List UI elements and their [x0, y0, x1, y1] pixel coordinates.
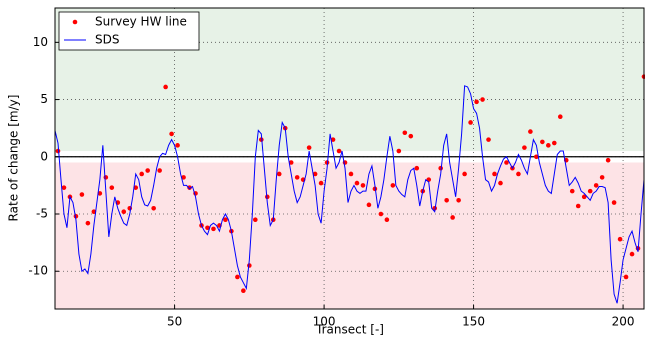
survey-point [569, 188, 575, 194]
survey-point [552, 140, 557, 146]
survey-point [55, 148, 61, 154]
survey-point [456, 197, 461, 203]
survey-point [276, 171, 282, 177]
survey-point [366, 202, 372, 208]
survey-point [617, 236, 623, 242]
legend-marker [72, 19, 78, 25]
survey-point [318, 180, 324, 186]
survey-point [169, 131, 174, 137]
survey-point [468, 120, 473, 125]
survey-point [187, 185, 192, 190]
survey-point [157, 168, 162, 173]
y-tick-label: 5 [40, 92, 48, 106]
shaded-region [55, 162, 644, 309]
survey-point [390, 183, 396, 188]
legend-label: Survey HW line [95, 15, 187, 29]
survey-point [324, 160, 330, 165]
y-axis-label: Rate of change [m/y] [7, 95, 21, 222]
survey-point [486, 137, 491, 142]
survey-point [557, 114, 563, 120]
y-tick-label: -5 [36, 207, 48, 221]
survey-point [611, 200, 617, 205]
survey-point [444, 197, 449, 203]
survey-point [629, 251, 635, 257]
survey-point [85, 220, 91, 226]
survey-point [288, 160, 294, 165]
survey-point [480, 97, 485, 102]
survey-point [534, 154, 539, 160]
survey-point [354, 180, 360, 186]
survey-point [103, 175, 109, 180]
survey-point [235, 274, 240, 280]
survey-point [575, 203, 581, 209]
survey-point [109, 185, 115, 190]
survey-point [462, 171, 467, 177]
survey-point [450, 215, 455, 220]
survey-point [348, 171, 354, 177]
survey-point [330, 137, 336, 142]
survey-point [223, 217, 228, 223]
survey-point [546, 143, 551, 148]
survey-point [336, 148, 342, 154]
survey-point [139, 171, 145, 177]
sds-line [54, 85, 645, 304]
survey-point [312, 171, 318, 177]
y-tick-label: 0 [40, 149, 48, 163]
survey-point [408, 133, 414, 139]
survey-point [61, 185, 67, 190]
survey-point [599, 175, 605, 180]
survey-point [306, 145, 312, 150]
survey-point [605, 157, 611, 163]
survey-point [474, 99, 479, 105]
survey-point [121, 209, 127, 215]
survey-point [528, 129, 533, 134]
survey-point [145, 168, 150, 173]
survey-point [360, 183, 366, 188]
survey-point [151, 205, 156, 211]
survey-point [79, 192, 85, 197]
survey-point [498, 180, 503, 186]
survey-point [211, 226, 216, 232]
survey-point [175, 143, 180, 148]
survey-point [384, 217, 390, 223]
x-tick-label: 50 [167, 315, 182, 329]
survey-point [522, 145, 527, 150]
survey-point [504, 160, 509, 165]
y-tick-label: 10 [33, 35, 48, 49]
survey-point [581, 194, 587, 200]
legend-box [58, 11, 200, 51]
x-tick-label: 150 [462, 315, 485, 329]
survey-point [492, 171, 497, 177]
survey-point [402, 130, 408, 136]
survey-point [587, 188, 593, 194]
survey-point [241, 288, 246, 293]
plot-frame [54, 7, 645, 310]
survey-point [253, 217, 258, 223]
survey-point [205, 225, 210, 231]
survey-point [540, 139, 545, 145]
survey-point [396, 148, 402, 154]
survey-point [294, 175, 300, 180]
survey-point [623, 274, 629, 280]
survey-point [516, 171, 521, 177]
survey-point [378, 211, 384, 217]
legend-label: SDS [95, 33, 119, 47]
survey-point [414, 165, 420, 171]
y-tick-label: -10 [28, 264, 48, 278]
x-tick-label: 200 [612, 315, 635, 329]
survey-point [163, 84, 168, 90]
x-axis-label: Transect [-] [315, 323, 384, 337]
survey-point [593, 183, 599, 188]
survey-point [181, 175, 186, 180]
x-tick-label: 100 [313, 315, 336, 329]
